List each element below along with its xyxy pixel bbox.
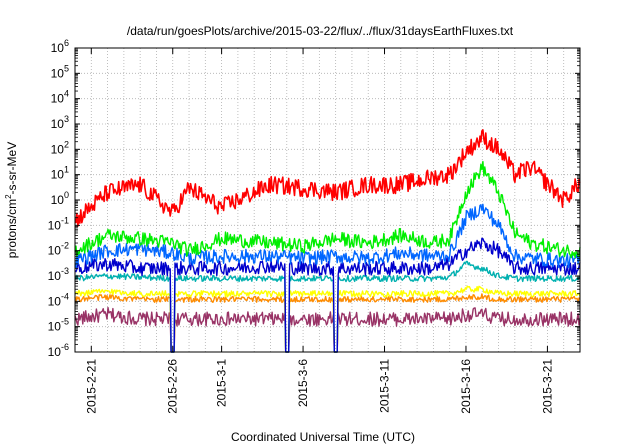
x-axis-label: Coordinated Universal Time (UTC) <box>231 430 415 444</box>
y-tick-label: 10-2 <box>48 241 69 258</box>
y-axis-label: protons/cm2-s-sr-MeV <box>4 142 19 258</box>
y-tick-label: 104 <box>51 89 69 106</box>
series-line <box>74 203 581 269</box>
y-tick-label: 103 <box>51 114 69 131</box>
x-tick-label: 2015-3-16 <box>459 359 473 414</box>
y-tick-label: 10-3 <box>48 266 69 283</box>
axis-layer: 10-6 10-5 10-4 10-3 10-2 10-1 100 101 102 103 104 1… <box>48 38 581 414</box>
x-tick-label: 2015-2-26 <box>166 359 180 414</box>
chart-title: /data/run/goesPlots/archive/2015-03-22/f… <box>127 24 514 38</box>
series-line <box>74 260 581 353</box>
x-tick-label: 2015-3-11 <box>378 359 392 413</box>
x-tick-label: 2015-2-21 <box>84 359 98 414</box>
series-line <box>74 237 581 353</box>
y-tick-label: 105 <box>51 63 69 80</box>
y-tick-label: 10-1 <box>48 215 69 232</box>
series-line <box>74 160 581 259</box>
x-tick-label: 2015-3-1 <box>215 359 229 407</box>
series-line <box>74 285 581 353</box>
y-tick-label: 100 <box>51 190 69 207</box>
x-tick-label: 2015-3-21 <box>540 359 554 414</box>
plot-frame <box>74 47 581 353</box>
series-line <box>74 129 581 227</box>
series-line <box>74 306 581 353</box>
y-tick-label: 10-5 <box>48 317 69 334</box>
series-layer <box>74 129 581 353</box>
series-line <box>74 293 581 353</box>
x-tick-label: 2015-3-6 <box>296 359 310 407</box>
y-tick-label: 10-6 <box>48 342 69 359</box>
y-tick-label: 10-4 <box>48 291 69 308</box>
y-tick-label: 102 <box>51 139 69 156</box>
y-tick-label: 101 <box>51 165 69 182</box>
y-tick-label: 106 <box>51 38 69 55</box>
